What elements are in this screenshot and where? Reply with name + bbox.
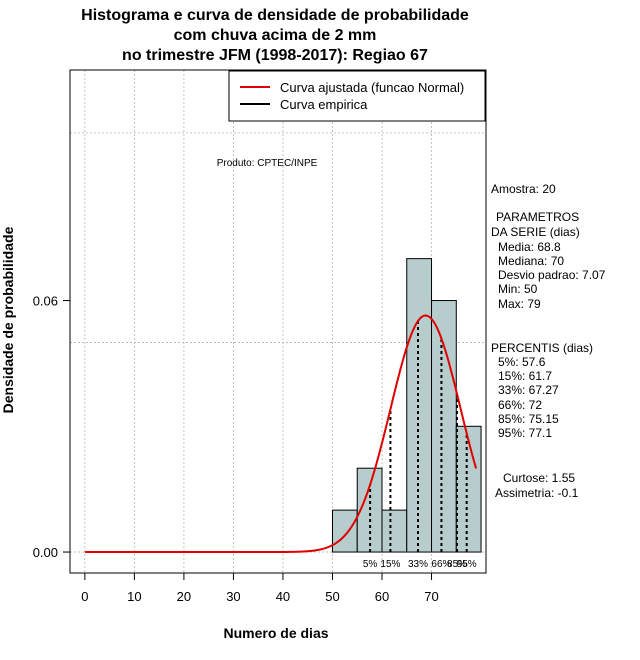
percentile-label-33: 33% bbox=[408, 559, 428, 570]
x-tick-label-60: 60 bbox=[375, 589, 389, 604]
legend-box bbox=[228, 70, 486, 122]
stat-min: Min: 50 bbox=[498, 282, 538, 296]
stat-param-title-1: PARAMETROS bbox=[496, 210, 579, 224]
chart-title-line-1: Histograma e curva de densidade de proba… bbox=[81, 7, 469, 24]
stats-panel: Amostra: 20 PARAMETROS DA SERIE (dias) M… bbox=[491, 182, 606, 500]
y-tick-label-1: 0.06 bbox=[33, 294, 58, 309]
x-tick-label-70: 70 bbox=[424, 589, 438, 604]
legend-empirical-label: Curva empirica bbox=[280, 97, 368, 112]
x-axis: 0 10 20 30 40 50 60 70 bbox=[81, 573, 439, 604]
stat-p85: 85%: 75.15 bbox=[498, 412, 559, 426]
histogram-bar-4 bbox=[431, 300, 457, 553]
stat-max: Max: 79 bbox=[498, 297, 541, 311]
plot-frame bbox=[69, 69, 487, 574]
x-tick-label-10: 10 bbox=[127, 589, 141, 604]
x-tick-label-0: 0 bbox=[81, 589, 88, 604]
x-tick-label-30: 30 bbox=[226, 589, 240, 604]
percentile-labels: 5% 15% 33% 66%85%95% bbox=[363, 559, 477, 570]
stat-p66: 66%: 72 bbox=[498, 398, 542, 412]
chart-title-line-2: com chuva acima de 2 mm bbox=[174, 27, 377, 44]
y-axis: 0.00 0.06 bbox=[33, 294, 70, 560]
histogram-bar-0 bbox=[331, 509, 358, 553]
stat-assimetria: Assimetria: -0.1 bbox=[495, 486, 579, 500]
histogram-bars bbox=[331, 258, 482, 553]
percentile-label-5: 5% bbox=[363, 559, 378, 570]
histogram-bar-5 bbox=[455, 425, 482, 553]
y-tick-label-0: 0.00 bbox=[33, 545, 58, 560]
percentile-label-85: 85% bbox=[447, 559, 467, 570]
stat-p33: 33%: 67.27 bbox=[498, 383, 559, 397]
percentile-label-15: 15% bbox=[380, 559, 400, 570]
stat-param-title-2: DA SERIE (dias) bbox=[491, 225, 580, 239]
source-label: Produto: CPTEC/INPE bbox=[217, 158, 318, 169]
stat-mediana: Mediana: 70 bbox=[498, 254, 564, 268]
stat-p95: 95%: 77.1 bbox=[498, 426, 552, 440]
x-axis-label: Numero de dias bbox=[223, 625, 328, 641]
histogram-bar-3 bbox=[406, 258, 433, 553]
percentile-label-66: 66% bbox=[431, 559, 451, 570]
stat-p15: 15%: 61.7 bbox=[498, 369, 552, 383]
stat-media: Media: 68.8 bbox=[498, 240, 561, 254]
x-tick-label-50: 50 bbox=[325, 589, 339, 604]
histogram-bar-2 bbox=[381, 509, 408, 553]
stat-amostra: Amostra: 20 bbox=[491, 182, 556, 196]
percentile-lines bbox=[369, 320, 468, 553]
legend-normal-label: Curva ajustada (funcao Normal) bbox=[280, 80, 464, 95]
stat-percentis-title: PERCENTIS (dias) bbox=[491, 341, 593, 355]
legend: Curva ajustada (funcao Normal) Curva emp… bbox=[228, 70, 486, 122]
curves bbox=[84, 314, 478, 554]
stat-desvio: Desvio padrao: 7.07 bbox=[498, 268, 606, 282]
y-axis-label: Densidade de probabilidade bbox=[0, 226, 16, 413]
normal-curve bbox=[84, 314, 478, 554]
stat-curtose: Curtose: 1.55 bbox=[503, 471, 575, 485]
x-tick-label-40: 40 bbox=[276, 589, 290, 604]
stat-p5: 5%: 57.6 bbox=[498, 355, 546, 369]
percentile-label-95: 95% bbox=[457, 559, 477, 570]
chart-title-line-3: no trimestre JFM (1998-2017): Regiao 67 bbox=[122, 47, 428, 64]
x-tick-label-20: 20 bbox=[177, 589, 191, 604]
